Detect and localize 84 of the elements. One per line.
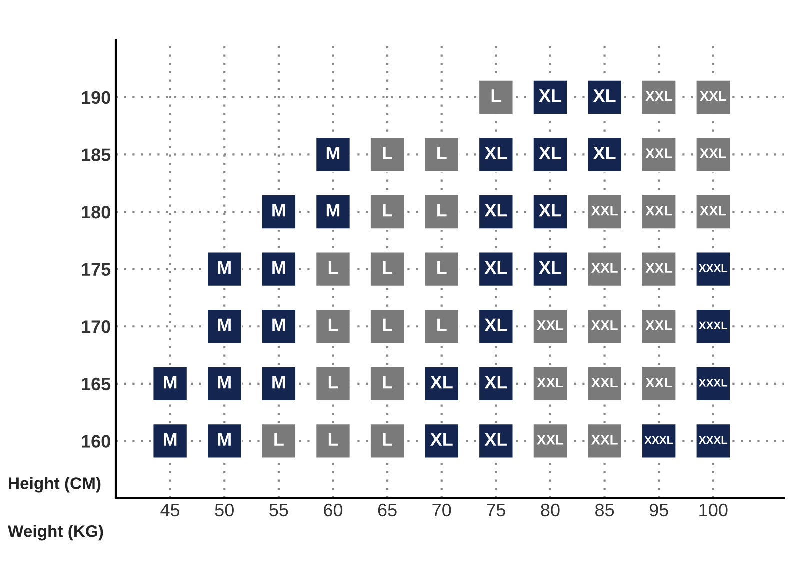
text: XXL <box>646 378 672 388</box>
text: XXL <box>646 148 672 158</box>
text: XXL <box>591 378 618 388</box>
x-tick-label: 80 <box>541 504 560 517</box>
text: XXL <box>537 320 564 330</box>
text: XXL <box>591 435 618 445</box>
text: XXL <box>700 91 726 101</box>
text: M <box>272 318 286 332</box>
text: L <box>328 262 338 274</box>
text: XXXL <box>698 322 728 330</box>
text: XXL <box>591 320 618 330</box>
text: L <box>383 204 393 217</box>
text: XXXL <box>698 436 728 444</box>
text: L <box>438 146 447 160</box>
text: L <box>383 262 393 274</box>
x-tick-label: 95 <box>650 504 668 517</box>
x-tick-label: 45 <box>160 504 180 517</box>
x-tick-label: 85 <box>596 504 614 517</box>
series-label: XXL <box>591 206 618 216</box>
text: L <box>383 146 393 160</box>
text: XL <box>430 433 453 446</box>
text: L <box>438 204 447 217</box>
series-label: L <box>328 376 338 389</box>
x-axis-title: Weight (KG) <box>8 525 104 541</box>
text: L <box>274 433 284 446</box>
text: M <box>272 376 286 389</box>
text: L <box>328 318 338 332</box>
y-axis-title: Height (CM) <box>9 477 101 493</box>
text: L <box>383 318 393 332</box>
text: M <box>218 376 231 389</box>
text: M <box>326 204 340 217</box>
text: XL <box>593 146 616 160</box>
series-label: XL <box>430 376 453 389</box>
y-tick-label: 170 <box>82 320 110 334</box>
text: XL <box>484 433 508 446</box>
text: L <box>383 376 393 389</box>
text: M <box>218 262 231 274</box>
series-label: M <box>164 376 177 389</box>
text: XXXL <box>644 436 674 444</box>
text: XXL <box>537 435 564 445</box>
text: M <box>272 204 286 217</box>
text: L <box>438 262 447 274</box>
text: XXL <box>700 148 726 158</box>
text: XL <box>539 90 562 102</box>
text: XXL <box>646 263 672 273</box>
text: XL <box>484 318 508 332</box>
x-tick-label: 50 <box>215 504 234 517</box>
text: XXL <box>646 320 672 330</box>
y-tick-label: 190 <box>82 91 110 104</box>
text: XL <box>539 146 562 160</box>
text: M <box>326 146 340 160</box>
text: XL <box>539 262 562 274</box>
text: XXL <box>700 206 726 216</box>
text: XXL <box>591 263 618 273</box>
text: L <box>438 318 447 332</box>
x-tick-label: 75 <box>487 504 506 517</box>
text: XL <box>484 146 508 160</box>
text: XXL <box>646 91 672 101</box>
text: XXL <box>537 378 564 388</box>
text: XL <box>539 204 562 217</box>
text: L <box>492 90 502 102</box>
x-tick-label: 60 <box>324 504 343 517</box>
y-tick-label: 165 <box>82 378 111 391</box>
x-tick-label: 65 <box>378 504 397 517</box>
text: L <box>328 433 338 446</box>
x-tick-label: 55 <box>270 504 288 517</box>
text: XL <box>484 204 508 217</box>
series-label: XXXL <box>698 264 728 272</box>
text: XL <box>593 90 616 102</box>
text: L <box>383 433 393 446</box>
text: XL <box>484 262 508 274</box>
text: M <box>164 433 177 446</box>
x-tick-label: 100 <box>700 504 728 517</box>
text: XL <box>484 376 508 389</box>
text: M <box>272 262 286 274</box>
y-tick-label: 160 <box>82 435 110 448</box>
text: M <box>218 433 231 446</box>
y-tick-label: 175 <box>82 263 111 276</box>
y-tick-label: 185 <box>82 148 111 162</box>
text: XXL <box>646 206 672 216</box>
text: XXXL <box>698 379 728 387</box>
y-tick-label: 180 <box>82 206 110 219</box>
text: M <box>218 318 231 332</box>
x-tick-label: 70 <box>432 504 452 517</box>
